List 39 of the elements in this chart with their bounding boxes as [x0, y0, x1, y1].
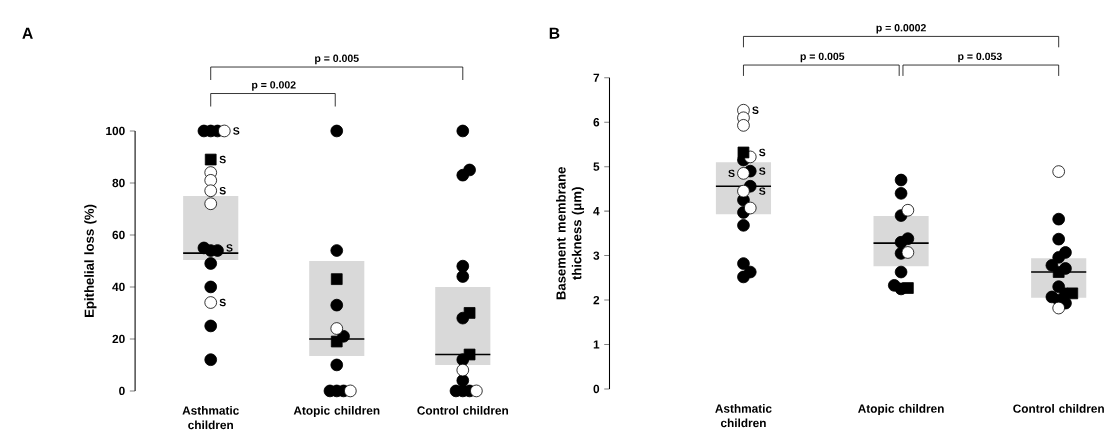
x-tick-label: Asthmatic children [715, 404, 772, 428]
y-tick-label: 80 [112, 178, 125, 188]
text: p = 0.002 [252, 81, 296, 91]
y-tick-label: 20 [112, 334, 125, 344]
y-tick-label: 0 [119, 386, 125, 396]
text: p = 0.053 [958, 52, 1002, 63]
x-tick-label: Atopic children [293, 406, 380, 418]
y-tick-label: 6 [593, 118, 600, 127]
x-tick-label: Control children [1013, 404, 1104, 413]
y-tick-label: 7 [593, 73, 600, 82]
text: p = 0.005 [800, 52, 845, 63]
annotation: S [219, 298, 226, 307]
y-tick-label: 0 [593, 384, 600, 394]
y-tick-label: 3 [593, 251, 600, 260]
chart-title: B [549, 27, 560, 39]
annotation: S [219, 187, 226, 195]
y-tick-label: 1 [593, 340, 600, 349]
annotation: S [233, 127, 240, 135]
text: p = 0.005 [315, 54, 359, 65]
annotation: S [759, 187, 766, 195]
x-tick-label: Asthmatic children [182, 406, 239, 430]
annotation: S [759, 167, 766, 175]
x-tick-label: Control children [417, 406, 509, 415]
y-tick-label: 5 [593, 162, 600, 171]
annotation: S [759, 148, 766, 157]
text: p = 0.0002 [876, 24, 926, 34]
y-tick-label: 60 [112, 230, 125, 240]
y-tick-label: 2 [593, 295, 600, 305]
annotation: S [219, 155, 226, 164]
x-tick-label: Atopic children [858, 404, 944, 416]
annotation: S [226, 244, 233, 252]
y-axis-title: Epithelial loss (%) [84, 204, 97, 317]
chart-title: A [22, 27, 33, 39]
y-axis-title: Basement membrane thickness (μm) [556, 167, 585, 300]
y-tick-label: 4 [593, 207, 600, 216]
y-tick-label: 40 [112, 282, 125, 292]
annotation: S [728, 169, 735, 178]
y-tick-label: 100 [106, 126, 125, 136]
annotation: S [752, 106, 759, 114]
